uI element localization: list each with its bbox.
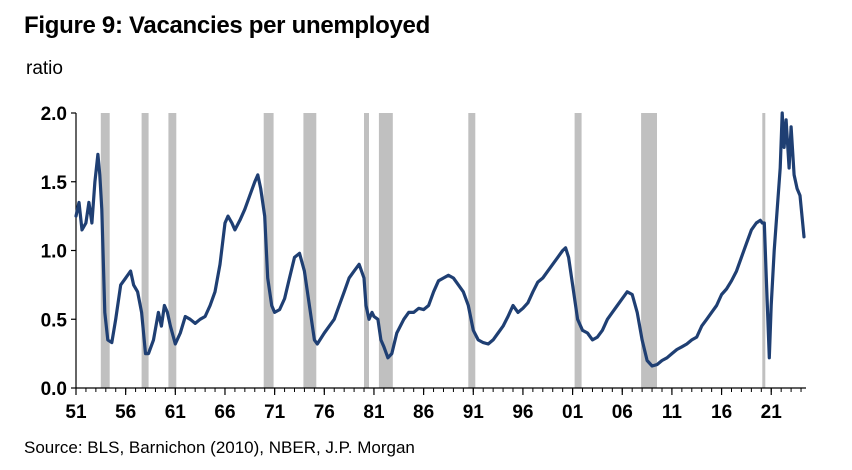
- recession-band-7: [468, 113, 476, 388]
- recession-band-1: [141, 113, 149, 388]
- axes: [71, 112, 806, 395]
- y-axis-label: ratio: [26, 58, 63, 79]
- recession-band-9: [641, 113, 657, 388]
- tick-labels: 0.0 0.5 1.0 1.5 2.0 51 56 61 66 71 76 81 86 91 96 01 06 1…: [41, 104, 783, 423]
- x-tick-label: 21: [761, 402, 783, 423]
- x-tick-label: 81: [363, 402, 385, 423]
- x-tick-label: 51: [65, 402, 87, 423]
- recession-band-6: [378, 113, 393, 388]
- x-tick-label: 01: [562, 402, 584, 423]
- x-tick-label: 61: [165, 402, 187, 423]
- source-note: Source: BLS, Barnichon (2010), NBER, J.P…: [24, 438, 415, 457]
- chart-title: Figure 9: Vacancies per unemployed: [24, 12, 430, 39]
- x-tick-label: 11: [662, 402, 683, 423]
- x-tick-label: 16: [711, 402, 732, 423]
- x-tick-label: 66: [214, 402, 235, 423]
- recession-band-8: [574, 113, 582, 388]
- recession-band-5: [364, 113, 369, 388]
- recession-bands: [100, 113, 766, 388]
- y-tick-label: 2.0: [41, 104, 67, 125]
- y-tick-label: 0.5: [41, 310, 68, 331]
- y-tick-label: 1.0: [41, 242, 67, 263]
- x-tick-label: 86: [413, 402, 434, 423]
- recession-band-3: [263, 113, 274, 388]
- x-tick-label: 76: [314, 402, 335, 423]
- series-line-0: [74, 111, 806, 368]
- y-tick-label: 1.5: [41, 173, 68, 194]
- recession-band-0: [100, 113, 110, 388]
- recession-band-4: [303, 113, 317, 388]
- x-tick-label: 91: [463, 402, 485, 423]
- x-tick-label: 06: [612, 402, 633, 423]
- recession-band-2: [168, 113, 177, 388]
- y-tick-label: 0.0: [41, 379, 67, 400]
- x-tick-label: 71: [264, 402, 286, 423]
- x-tick-label: 56: [115, 402, 136, 423]
- series-lines: [74, 111, 806, 368]
- x-tick-label: 96: [512, 402, 533, 423]
